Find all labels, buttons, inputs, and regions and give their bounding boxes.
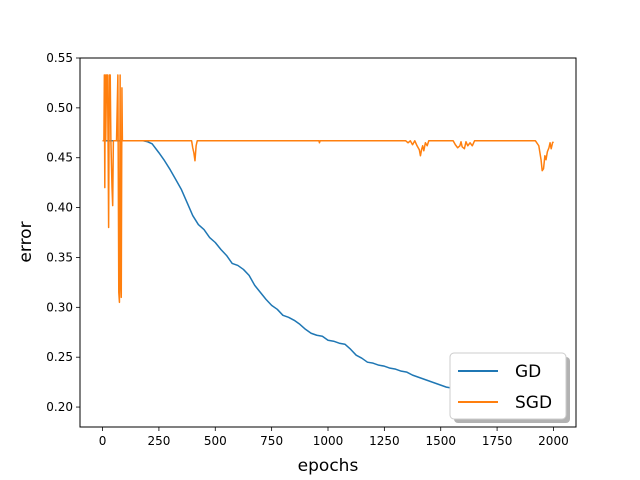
y-tick-label: 0.40	[46, 201, 73, 215]
legend: GD SGD	[449, 352, 570, 423]
x-tick-label: 750	[260, 434, 283, 448]
y-tick-label: 0.55	[46, 51, 73, 65]
x-tick-label: 1500	[425, 434, 456, 448]
legend-label-sgd: SGD	[515, 393, 552, 413]
x-tick-label: 1750	[482, 434, 513, 448]
y-axis-ticks: 0.20 0.25 0.30 0.35 0.40 0.45 0.50 0.55	[46, 51, 80, 414]
x-tick-label: 0	[99, 434, 107, 448]
x-tick-label: 250	[147, 434, 170, 448]
y-tick-label: 0.35	[46, 250, 73, 264]
x-axis-ticks: 0 250 500 750 1000 1250 1500 1750 2000	[99, 427, 569, 448]
x-tick-label: 1250	[369, 434, 400, 448]
x-tick-label: 500	[204, 434, 227, 448]
y-tick-label: 0.25	[46, 350, 73, 364]
y-tick-label: 0.50	[46, 101, 73, 115]
y-tick-label: 0.30	[46, 300, 73, 314]
y-axis-label: error	[16, 221, 36, 262]
x-axis-label: epochs	[298, 456, 359, 476]
legend-label-gd: GD	[515, 362, 541, 382]
y-tick-label: 0.45	[46, 151, 73, 165]
x-tick-label: 1000	[313, 434, 344, 448]
series-line-sgd	[102, 74, 555, 304]
x-tick-label: 2000	[538, 434, 569, 448]
y-tick-label: 0.20	[46, 400, 73, 414]
